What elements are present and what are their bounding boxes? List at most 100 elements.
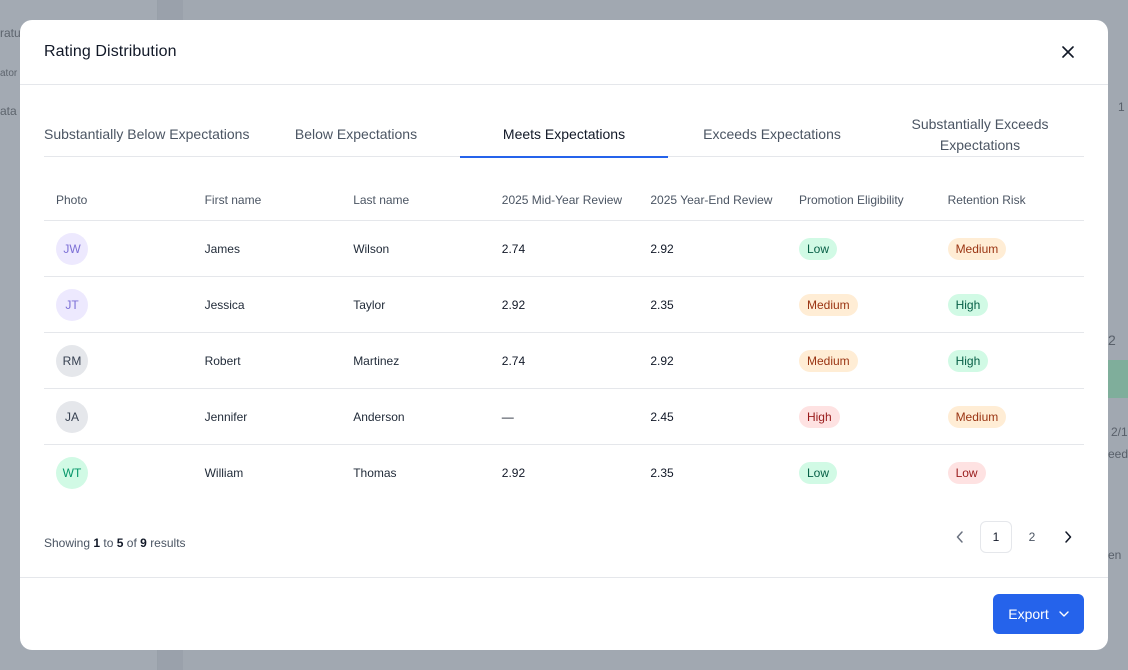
promotion-badge: Medium bbox=[798, 349, 858, 372]
column-header-year-end[interactable]: 2025 Year-End Review bbox=[650, 193, 773, 207]
table-row[interactable]: RM Robert Martinez 2.74 2.92 Medium High bbox=[44, 333, 1084, 389]
photo-cell: JT bbox=[44, 288, 193, 321]
promotion-badge: Low bbox=[798, 237, 837, 260]
column-header-promotion[interactable]: Promotion Eligibility bbox=[798, 193, 904, 207]
retention-badge: Low bbox=[947, 462, 986, 484]
tab-substantially-exceeds[interactable]: Substantially Exceeds Expectations bbox=[911, 115, 1049, 153]
tab-exceeds[interactable]: Exceeds Expectations bbox=[703, 126, 841, 142]
photo-cell: WT bbox=[44, 457, 193, 489]
avatar: RM bbox=[56, 344, 88, 377]
modal-title: Rating Distribution bbox=[44, 43, 177, 60]
promotion-badge: High bbox=[798, 405, 840, 428]
close-icon bbox=[1062, 46, 1074, 58]
table-row[interactable]: WT William Thomas 2.92 2.35 Low Low bbox=[44, 445, 1084, 501]
page-1-button[interactable]: 1 bbox=[980, 521, 1012, 553]
modal-footer: Export bbox=[20, 577, 1108, 650]
promotion-badge: Low bbox=[798, 462, 837, 484]
promotion-cell: High bbox=[787, 405, 936, 428]
export-label: Export bbox=[1008, 606, 1049, 622]
last-name-cell: Wilson bbox=[353, 241, 390, 256]
results-of-word: of bbox=[126, 536, 137, 550]
last-name-cell: Taylor bbox=[353, 297, 386, 312]
photo-cell: JW bbox=[44, 232, 193, 265]
rating-tabs: Substantially Below Expectations Below E… bbox=[44, 112, 1084, 158]
employee-table: Photo First name Last name 2025 Mid-Year… bbox=[44, 180, 1084, 501]
first-name-cell: James bbox=[204, 241, 240, 256]
results-to-word: to bbox=[103, 536, 114, 550]
first-name-cell: Jennifer bbox=[204, 409, 248, 424]
mid-year-cell: 2.92 bbox=[501, 297, 526, 312]
column-header-mid-year[interactable]: 2025 Mid-Year Review bbox=[501, 193, 623, 207]
year-end-cell: 2.92 bbox=[650, 241, 674, 256]
results-from: 1 bbox=[93, 536, 101, 550]
close-button[interactable] bbox=[1056, 40, 1080, 64]
chevron-down-icon bbox=[1059, 611, 1069, 617]
background-sidebar-text: ata bbox=[0, 104, 17, 118]
year-end-cell: 2.92 bbox=[650, 353, 674, 368]
retention-badge: High bbox=[947, 293, 989, 316]
tab-substantially-below[interactable]: Substantially Below Expectations bbox=[44, 126, 250, 142]
first-name-cell: Jessica bbox=[204, 297, 245, 312]
results-total: 9 bbox=[140, 536, 147, 550]
table-header: Photo First name Last name 2025 Mid-Year… bbox=[44, 180, 1084, 221]
column-header-last-name[interactable]: Last name bbox=[353, 193, 410, 207]
last-name-cell: Thomas bbox=[353, 466, 397, 480]
year-end-cell: 2.35 bbox=[650, 297, 674, 312]
last-name-cell: Anderson bbox=[353, 409, 405, 424]
background-text: en bbox=[1108, 548, 1122, 562]
promotion-cell: Medium bbox=[787, 293, 936, 316]
promotion-cell: Medium bbox=[787, 349, 936, 372]
background-green-block bbox=[1108, 360, 1128, 398]
retention-cell: High bbox=[936, 349, 1084, 372]
background-text: eeds bbox=[1108, 447, 1128, 461]
chevron-left-icon bbox=[956, 531, 963, 543]
column-header-photo[interactable]: Photo bbox=[56, 193, 88, 207]
rating-distribution-modal: Rating Distribution Substantially Below … bbox=[20, 20, 1108, 650]
retention-cell: Medium bbox=[936, 237, 1084, 260]
photo-cell: RM bbox=[44, 344, 193, 377]
last-name-cell: Martinez bbox=[353, 353, 400, 368]
year-end-cell: 2.35 bbox=[650, 466, 674, 480]
avatar: JW bbox=[56, 232, 88, 265]
promotion-cell: Low bbox=[787, 237, 936, 260]
results-summary: Showing 1 to 5 of 9 results bbox=[44, 536, 186, 550]
table-row[interactable]: JA Jennifer Anderson — 2.45 High Medium bbox=[44, 389, 1084, 445]
year-end-cell: 2.45 bbox=[650, 409, 674, 424]
modal-header: Rating Distribution bbox=[20, 20, 1108, 85]
retention-badge: Medium bbox=[947, 405, 1007, 428]
previous-page-button[interactable] bbox=[944, 521, 976, 553]
column-header-first-name[interactable]: First name bbox=[204, 193, 262, 207]
page-2-button[interactable]: 2 bbox=[1028, 530, 1036, 544]
background-sidebar-text: ratu bbox=[0, 26, 21, 40]
retention-cell: High bbox=[936, 293, 1084, 316]
avatar: WT bbox=[56, 457, 88, 489]
table-row[interactable]: JW James Wilson 2.74 2.92 Low Medium bbox=[44, 221, 1084, 277]
tab-below[interactable]: Below Expectations bbox=[294, 126, 418, 142]
first-name-cell: Robert bbox=[204, 353, 241, 368]
results-prefix: Showing bbox=[44, 536, 91, 550]
retention-badge: Medium bbox=[947, 237, 1007, 260]
photo-cell: JA bbox=[44, 400, 193, 433]
avatar: JA bbox=[56, 400, 88, 433]
pagination: 1 2 bbox=[944, 521, 1084, 553]
retention-cell: Low bbox=[936, 462, 1084, 484]
results-suffix: results bbox=[150, 536, 186, 550]
background-text: 2/1 bbox=[1111, 425, 1128, 439]
retention-cell: Medium bbox=[936, 405, 1084, 428]
avatar: JT bbox=[56, 288, 88, 321]
background-text: 2 bbox=[1108, 332, 1116, 348]
mid-year-cell: 2.74 bbox=[501, 353, 526, 368]
promotion-cell: Low bbox=[787, 462, 936, 484]
column-header-retention[interactable]: Retention Risk bbox=[947, 193, 1026, 207]
mid-year-cell: 2.92 bbox=[501, 466, 526, 480]
table-row[interactable]: JT Jessica Taylor 2.92 2.35 Medium High bbox=[44, 277, 1084, 333]
tab-meets[interactable]: Meets Expectations bbox=[460, 112, 668, 158]
chevron-right-icon bbox=[1065, 531, 1072, 543]
promotion-badge: Medium bbox=[798, 293, 858, 316]
next-page-button[interactable] bbox=[1052, 521, 1084, 553]
background-text: 1 bbox=[1118, 100, 1125, 114]
background-sidebar-text: ator bbox=[0, 68, 18, 79]
export-button[interactable]: Export bbox=[993, 594, 1084, 634]
first-name-cell: William bbox=[204, 466, 244, 480]
mid-year-cell: 2.74 bbox=[501, 241, 526, 256]
